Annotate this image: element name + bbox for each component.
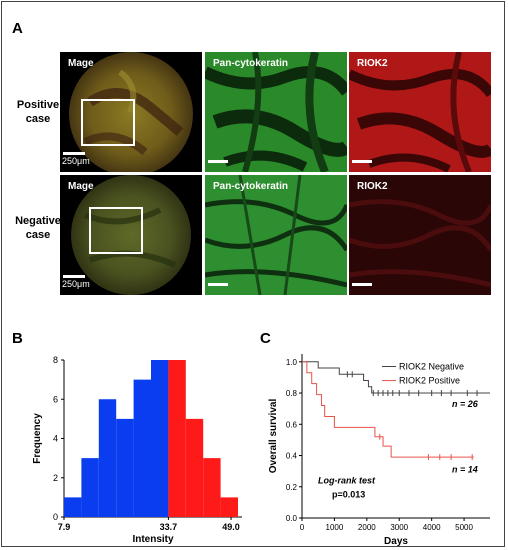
survival-chart: 0.0 0.2 0.4 0.6 0.8 1.0 0 1000 2000 3000 4000 5000 D… <box>268 354 490 547</box>
x-tick-label: 4000 <box>423 523 441 532</box>
histogram-bar <box>98 399 117 517</box>
y-tick-label: 0.6 <box>286 420 298 429</box>
tile-positive-pancytokeratin: Pan-cytokeratin <box>205 52 347 172</box>
y-tick-label: 0.0 <box>286 514 298 523</box>
y-axis-label: Overall survival <box>268 399 279 474</box>
tile-label: RIOK2 <box>357 58 388 69</box>
tile-positive-riok2: RIOK2 <box>349 52 491 172</box>
tile-label: Pan-cytokeratin <box>213 58 289 69</box>
tile-label: Mage <box>68 181 94 192</box>
scale-text: 250μm <box>62 279 90 289</box>
histogram-bar <box>116 418 134 517</box>
scale-bar <box>63 275 85 278</box>
histogram-bar <box>64 497 82 517</box>
histogram-bar <box>203 458 221 517</box>
n-label: n = 14 <box>452 465 478 475</box>
row-label-negative: Negative case <box>15 215 61 241</box>
stats-annotation: Log-rank test <box>318 476 376 486</box>
tile-label: RIOK2 <box>357 181 388 192</box>
tile-negative-riok2: RIOK2 <box>349 175 491 295</box>
zoom-box <box>81 99 135 146</box>
scale-text: 250μm <box>62 156 90 166</box>
x-tick-label: 33.7 <box>160 522 178 532</box>
y-tick-label: 0.2 <box>286 483 298 492</box>
x-tick-label: 2000 <box>358 523 376 532</box>
x-tick-label: 3000 <box>390 523 408 532</box>
panel-c-letter: C <box>260 330 271 347</box>
x-tick-label: 49.0 <box>222 522 240 532</box>
y-tick-label: 0.4 <box>286 452 298 461</box>
y-tick-label: 0.8 <box>286 389 298 398</box>
y-tick-label: 8 <box>53 355 58 365</box>
tile-label: Mage <box>68 58 94 69</box>
panel-a-letter: A <box>12 20 23 37</box>
scale-bar <box>63 152 85 155</box>
tile-negative-mage: Mage 250μm <box>60 175 202 295</box>
tile-negative-pancytokeratin: Pan-cytokeratin <box>205 175 347 295</box>
scale-bar <box>208 283 228 286</box>
y-tick-label: 1.0 <box>286 358 298 367</box>
zoom-box <box>89 207 143 254</box>
histogram-bar <box>151 360 169 517</box>
x-tick-label: 1000 <box>326 523 344 532</box>
tma-core-image <box>69 52 193 172</box>
x-axis-label: Intensity <box>132 534 174 545</box>
tma-core-image <box>71 175 191 295</box>
y-tick-label: 2 <box>53 473 58 483</box>
survival-curve <box>302 361 490 394</box>
tile-label: Pan-cytokeratin <box>213 181 289 192</box>
scale-bar <box>208 160 228 163</box>
histogram-chart: 0 2 4 6 8 7.9 33.7 49.0 Intensity Frequency <box>32 355 242 545</box>
histogram-bar <box>81 458 99 517</box>
y-axis-label: Frequency <box>32 413 43 464</box>
legend-label: RIOK2 Negative <box>399 361 464 371</box>
red-stain-image <box>349 52 491 172</box>
legend-label: RIOK2 Positive <box>399 376 460 386</box>
y-tick-label: 4 <box>53 434 58 444</box>
x-tick-label: 7.9 <box>58 522 71 532</box>
tile-positive-mage: Mage 250μm <box>60 52 202 172</box>
y-tick-label: 0 <box>53 512 58 522</box>
histogram-bar <box>133 379 151 517</box>
panel-b-letter: B <box>12 330 23 347</box>
histogram-bar <box>220 497 238 517</box>
green-stain-image <box>205 52 347 172</box>
histogram-bar <box>168 360 186 517</box>
x-axis-label: Days <box>384 536 408 547</box>
red-stain-image <box>349 175 491 295</box>
scale-bar <box>352 283 372 286</box>
green-stain-image <box>205 175 347 295</box>
survival-curve <box>302 361 474 458</box>
n-label: n = 26 <box>452 399 479 409</box>
scale-bar <box>352 160 372 163</box>
row-label-positive: Positive case <box>16 99 60 125</box>
p-value-annotation: p=0.013 <box>332 490 365 500</box>
y-tick-label: 6 <box>53 394 58 404</box>
histogram-bar <box>185 418 204 517</box>
x-tick-label: 5000 <box>455 523 473 532</box>
x-tick-label: 0 <box>300 523 305 532</box>
